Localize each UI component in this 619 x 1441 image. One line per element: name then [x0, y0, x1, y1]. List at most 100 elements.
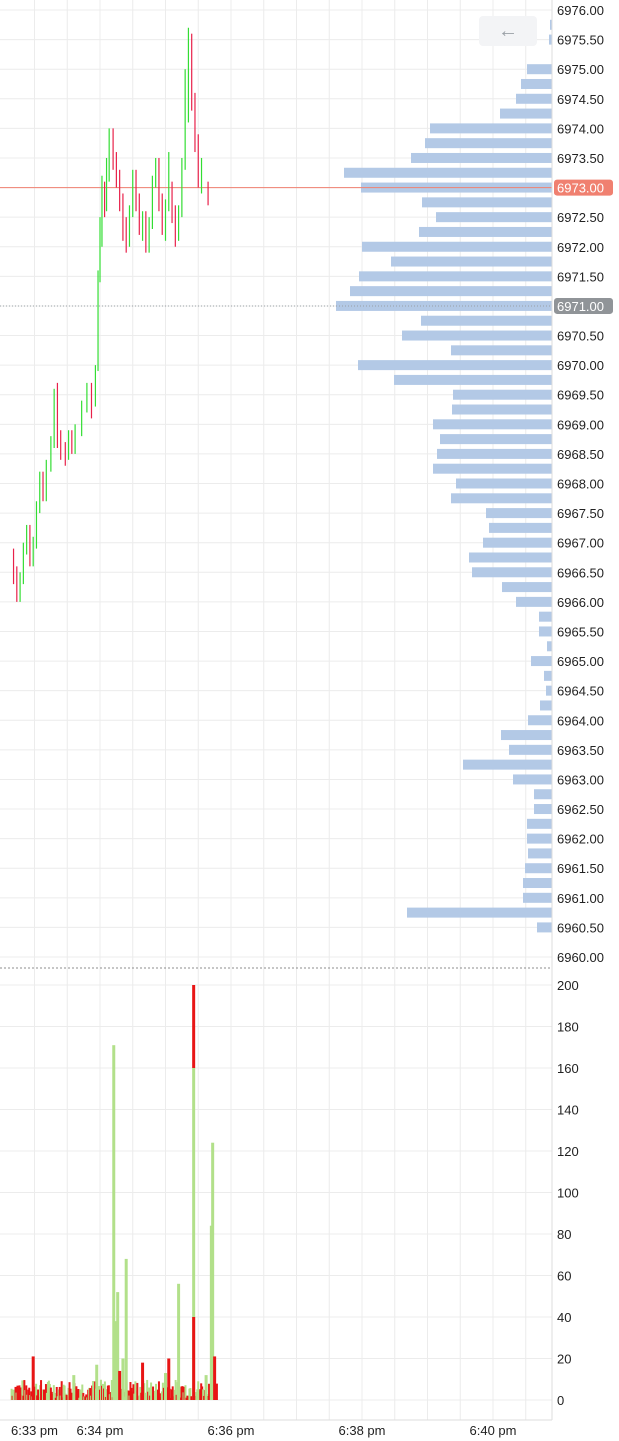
volume-spike	[164, 1373, 167, 1400]
volume-spike-tip	[192, 985, 196, 1068]
profile-bar	[391, 256, 552, 267]
profile-bar	[528, 848, 552, 859]
price-tick-label: 6970.00	[557, 358, 604, 373]
volume-spike	[124, 1258, 128, 1400]
volume-spike	[213, 1356, 217, 1400]
volume-bar	[89, 1388, 92, 1400]
axes: 6976.00 6975.50 6975.00 6974.50 6974.00 6973.…	[0, 3, 613, 1438]
volume-spike	[31, 1356, 35, 1400]
volume-bar	[143, 1383, 146, 1400]
volume-bar	[148, 1387, 151, 1400]
time-tick-label: 6:36 pm	[208, 1423, 255, 1438]
profile-bar	[456, 478, 552, 489]
profile-bar	[534, 789, 552, 800]
back-arrow-button[interactable]: ←	[479, 16, 537, 46]
volume-bar	[136, 1382, 139, 1400]
volume-bar	[82, 1392, 85, 1400]
price-tick-label: 6962.00	[557, 832, 604, 847]
price-tick-label: 6969.00	[557, 417, 604, 432]
price-tick-label: 6966.50	[557, 565, 604, 580]
price-tick-label: 6968.00	[557, 477, 604, 492]
volume-bar	[30, 1391, 33, 1400]
time-tick-label: 6:38 pm	[339, 1423, 386, 1438]
volume-bar	[202, 1389, 205, 1400]
price-tick-label: 6976.00	[557, 3, 604, 18]
price-tick-label: 6975.00	[557, 62, 604, 77]
price-tick-label: 6960.00	[557, 950, 604, 965]
profile-bar	[350, 286, 552, 297]
price-tick-label: 6972.50	[557, 210, 604, 225]
profile-bar	[436, 212, 552, 223]
last-price-tag	[554, 179, 613, 196]
volume-spike	[118, 1370, 122, 1400]
volume-bar	[127, 1390, 130, 1400]
volume-tick-label: 120	[557, 1144, 579, 1159]
profile-bar	[501, 730, 552, 741]
marked-price-tag-label: 6971.00	[557, 299, 604, 314]
profile-bar	[407, 907, 552, 918]
profile-bar	[362, 241, 552, 252]
profile-bar	[534, 804, 552, 815]
profile-bar	[344, 167, 552, 178]
volume-profile	[336, 19, 552, 933]
volume-bar	[215, 1383, 218, 1400]
volume-tick-label: 100	[557, 1186, 579, 1201]
profile-bar	[550, 19, 552, 30]
price-tick-label: 6965.50	[557, 624, 604, 639]
profile-bar	[402, 330, 552, 341]
price-tick-label: 6975.50	[557, 33, 604, 48]
price-tick-label: 6974.00	[557, 121, 604, 136]
time-tick-label: 6:34 pm	[77, 1423, 124, 1438]
volume-spike	[177, 1283, 181, 1400]
price-tick-label: 6967.50	[557, 506, 604, 521]
volume-spike	[121, 1358, 125, 1400]
profile-bar	[539, 611, 552, 622]
price-tick-label: 6963.00	[557, 772, 604, 787]
volume-tick-label: 20	[557, 1352, 571, 1367]
profile-bar	[422, 197, 552, 208]
volume-tick-label: 0	[557, 1393, 564, 1408]
profile-bar	[451, 345, 552, 356]
marked-price-tag	[554, 297, 613, 314]
profile-bar	[452, 404, 552, 415]
profile-bar	[523, 892, 552, 903]
volume-spike	[211, 1142, 215, 1400]
profile-bar	[528, 715, 552, 726]
profile-bar	[509, 744, 552, 755]
price-tick-label: 6966.00	[557, 595, 604, 610]
profile-bar	[411, 152, 552, 163]
volume-spike	[167, 1358, 171, 1400]
profile-bar	[546, 685, 552, 696]
profile-bar	[537, 922, 552, 933]
volume-tick-label: 180	[557, 1020, 579, 1035]
profile-bar	[394, 374, 552, 385]
price-tick-label: 6964.50	[557, 684, 604, 699]
profile-bar	[539, 626, 552, 637]
volume-bar	[37, 1389, 40, 1400]
volume-spike	[114, 1321, 118, 1400]
price-tick-label: 6961.50	[557, 861, 604, 876]
price-tick-label: 6961.00	[557, 891, 604, 906]
volume-bar	[157, 1381, 160, 1400]
price-tick-label: 6970.50	[557, 329, 604, 344]
volume-bar	[197, 1381, 200, 1400]
grid-lines	[0, 0, 552, 1420]
volume-bar	[25, 1385, 28, 1400]
volume-bar	[52, 1385, 55, 1400]
volume-bar	[174, 1379, 177, 1400]
profile-bar	[433, 463, 552, 474]
volume-series	[10, 985, 218, 1400]
profile-bar	[525, 863, 552, 874]
profile-bar	[544, 670, 552, 681]
volume-tick-label: 40	[557, 1310, 571, 1325]
profile-bar	[549, 34, 552, 45]
volume-spike	[72, 1375, 76, 1400]
volume-spike	[192, 1317, 196, 1400]
volume-bar	[19, 1387, 22, 1400]
profile-bar	[486, 508, 552, 519]
volume-tick-label: 80	[557, 1227, 571, 1242]
profile-bar	[358, 360, 552, 371]
volume-bar	[134, 1381, 137, 1400]
price-tick-label: 6962.50	[557, 802, 604, 817]
